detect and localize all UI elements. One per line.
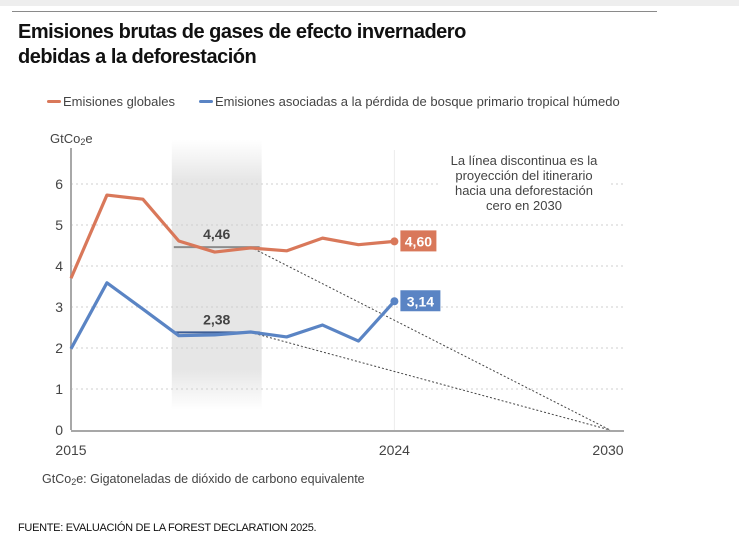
legend-item-global: Emisiones globales bbox=[47, 94, 175, 109]
title-line-2: debidas a la deforestación bbox=[18, 46, 257, 68]
y-tick-label: 4 bbox=[55, 258, 63, 274]
projection-line-1 bbox=[250, 331, 611, 431]
y-unit-sub: 2 bbox=[80, 137, 86, 147]
legend-label-forest: Emisiones asociadas a la pérdida de bosq… bbox=[215, 94, 620, 109]
series-line-0 bbox=[69, 193, 395, 279]
legend-item-forest: Emisiones asociadas a la pérdida de bosq… bbox=[199, 94, 620, 109]
legend-swatch-global bbox=[47, 100, 61, 103]
annotation-line: cero en 2030 bbox=[486, 198, 562, 213]
legend-swatch-forest bbox=[199, 100, 214, 103]
annotation-background bbox=[440, 150, 610, 222]
title-line-1: Emisiones brutas de gases de efecto inve… bbox=[18, 21, 466, 43]
annotation-line: La línea discontinua es la bbox=[451, 153, 598, 168]
baseline-label-0: 4,46 bbox=[203, 226, 230, 242]
y-tick-label: 0 bbox=[55, 422, 63, 438]
units-note: GtCo2e: Gigatoneladas de dióxido de carb… bbox=[42, 472, 365, 487]
projection-line-0 bbox=[250, 246, 611, 431]
source-note: FUENTE: EVALUACIÓN DE LA FOREST DECLARAT… bbox=[18, 522, 317, 534]
baseline-label-1: 2,38 bbox=[203, 311, 230, 327]
annotation-line: proyección del itinerario bbox=[455, 168, 592, 183]
y-tick-label: 3 bbox=[55, 299, 63, 315]
series-endpoint-0 bbox=[390, 237, 399, 246]
y-unit-suffix: e bbox=[85, 131, 93, 146]
baseline-period-band bbox=[171, 140, 262, 410]
legend: Emisiones globales Emisiones asociadas a… bbox=[47, 94, 644, 109]
units-note-prefix: GtCo bbox=[42, 472, 72, 486]
x-tick-label: 2030 bbox=[592, 442, 623, 458]
units-note-suffix: e: Gigatoneladas de dióxido de carbono e… bbox=[76, 472, 365, 486]
chart-title: Emisiones brutas de gases de efecto inve… bbox=[18, 20, 466, 70]
x-tick-label: 2015 bbox=[55, 442, 86, 458]
y-unit-prefix: GtCo bbox=[50, 131, 81, 146]
y-tick-label: 1 bbox=[55, 381, 63, 397]
top-band bbox=[0, 0, 739, 6]
series-endpoint-1 bbox=[390, 297, 399, 306]
y-tick-label: 2 bbox=[55, 340, 63, 356]
end-label-box-1 bbox=[400, 290, 441, 312]
annotation-line: hacia una deforestación bbox=[455, 183, 593, 198]
y-axis-unit: GtCo2e bbox=[50, 131, 93, 147]
end-label-1: 3,14 bbox=[407, 293, 434, 309]
top-rule bbox=[12, 11, 657, 12]
units-note-sub: 2 bbox=[71, 477, 77, 487]
y-tick-label: 5 bbox=[55, 217, 63, 233]
x-tick-label: 2024 bbox=[379, 442, 410, 458]
end-label-0: 4,60 bbox=[405, 233, 432, 249]
legend-label-global: Emisiones globales bbox=[63, 94, 176, 109]
y-tick-label: 6 bbox=[55, 176, 63, 192]
end-label-box-0 bbox=[400, 230, 437, 252]
series-line-1 bbox=[69, 281, 396, 350]
